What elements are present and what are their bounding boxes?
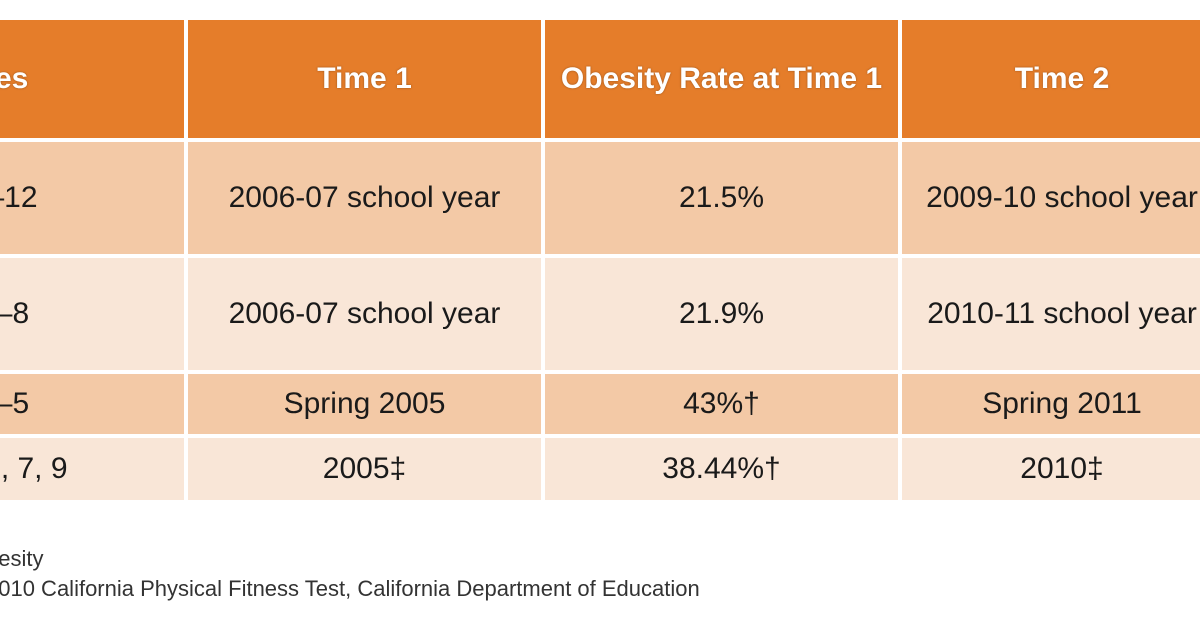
cell-time-1: Spring 2005	[188, 374, 541, 434]
cell-rate-time-1: 21.9%	[545, 258, 898, 370]
cell-ages: K–8	[0, 258, 184, 370]
header-obesity-rate-time-1: Obesity Rate at Time 1	[545, 20, 898, 138]
cell-rate-time-1: 38.44%†	[545, 438, 898, 500]
cell-time-1: 2006-07 school year	[188, 142, 541, 254]
note-line: besity	[0, 546, 44, 571]
note-source: 2010 California Physical Fitness Test, C…	[0, 576, 700, 601]
cell-rate-time-1: 21.5%	[545, 142, 898, 254]
cell-ages: K–12	[0, 142, 184, 254]
cell-time-2: 2009-10 school year	[902, 142, 1200, 254]
cell-time-2: 2010-11 school year	[902, 258, 1200, 370]
header-ages: ges	[0, 20, 184, 138]
cell-ages: K–5	[0, 374, 184, 434]
header-row: ges Time 1 Obesity Rate at Time 1 Time 2	[0, 20, 1200, 138]
header-time-1: Time 1	[188, 20, 541, 138]
table-row: K–12 2006-07 school year 21.5% 2009-10 s…	[0, 142, 1200, 254]
obesity-table-wrapper: ges Time 1 Obesity Rate at Time 1 Time 2…	[0, 16, 1200, 504]
header-time-2: Time 2	[902, 20, 1200, 138]
cell-rate-time-1: 43%†	[545, 374, 898, 434]
table-notes: besity 2010 California Physical Fitness …	[0, 544, 700, 604]
cell-ages: les 5, 7, 9	[0, 438, 184, 500]
cell-time-2: Spring 2011	[902, 374, 1200, 434]
obesity-rate-table: ges Time 1 Obesity Rate at Time 1 Time 2…	[0, 16, 1200, 504]
cell-time-1: 2005‡	[188, 438, 541, 500]
cell-time-1: 2006-07 school year	[188, 258, 541, 370]
table-row: les 5, 7, 9 2005‡ 38.44%† 2010‡	[0, 438, 1200, 500]
cell-time-2: 2010‡	[902, 438, 1200, 500]
table-row: K–5 Spring 2005 43%† Spring 2011	[0, 374, 1200, 434]
table-row: K–8 2006-07 school year 21.9% 2010-11 sc…	[0, 258, 1200, 370]
